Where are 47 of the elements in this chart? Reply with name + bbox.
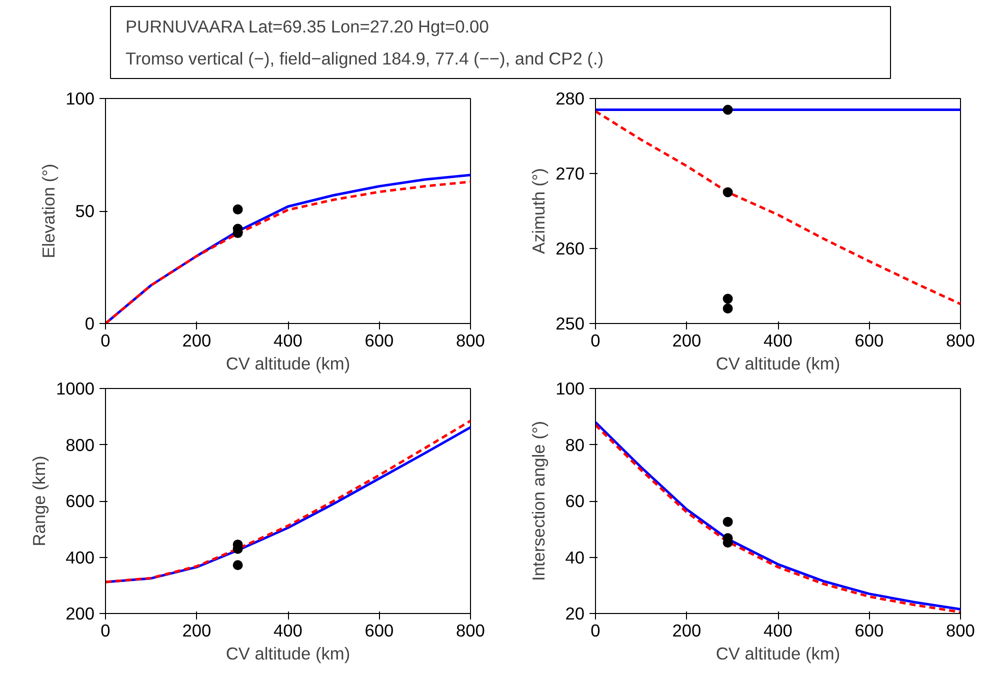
y-tick-label: 40 — [565, 547, 585, 568]
x-tick-label: 200 — [182, 330, 212, 350]
x-tick-label: 600 — [854, 330, 884, 350]
y-axis-title: Range (km) — [28, 456, 49, 546]
x-tick-label: 400 — [764, 620, 792, 640]
y-tick-label: 1000 — [56, 378, 95, 398]
x-tick-label: 800 — [456, 620, 485, 640]
x-tick-label: 800 — [456, 330, 485, 350]
x-tick-label: 200 — [672, 620, 702, 640]
x-tick-label: 0 — [590, 620, 600, 640]
y-tick-label: 400 — [66, 547, 95, 568]
x-tick-label: 600 — [854, 620, 884, 640]
y-tick-label: 800 — [66, 434, 95, 455]
y-tick-label: 280 — [556, 88, 585, 108]
x-tick-label: 0 — [590, 330, 600, 350]
y-tick-label: 270 — [556, 164, 585, 184]
x-tick-label: 800 — [946, 330, 975, 350]
y-axis-title: Azimuth (°) — [528, 168, 549, 254]
x-tick-label: 600 — [364, 620, 394, 640]
chart-subtitle: Tromso vertical (−), field−aligned 184.9, 77.4 (−−), and CP2 (.) — [126, 48, 604, 68]
y-tick-label: 20 — [565, 604, 585, 624]
x-tick-label: 0 — [100, 330, 110, 350]
x-axis-title: CV altitude (km) — [226, 644, 350, 664]
x-axis-title: CV altitude (km) — [716, 644, 840, 664]
x-tick-label: 600 — [364, 330, 394, 350]
x-tick-label: 0 — [100, 620, 110, 640]
y-tick-label: 260 — [556, 238, 585, 258]
y-axis-title: Elevation (°) — [38, 164, 59, 258]
y-tick-label: 100 — [556, 378, 585, 398]
y-tick-label: 60 — [565, 491, 585, 511]
chart-title: PURNUVAARA Lat=69.35 Lon=27.20 Hgt=0.00 — [126, 16, 489, 36]
y-tick-label: 600 — [66, 491, 95, 511]
x-tick-label: 800 — [946, 620, 975, 640]
y-tick-label: 80 — [565, 434, 585, 455]
x-tick-label: 400 — [274, 330, 302, 350]
x-axis-title: CV altitude (km) — [226, 354, 350, 374]
y-axis-title: Intersection angle (°) — [528, 420, 549, 582]
x-tick-label: 200 — [672, 330, 702, 350]
x-tick-label: 400 — [764, 330, 792, 350]
y-tick-label: 0 — [84, 314, 95, 334]
x-tick-label: 400 — [274, 620, 302, 640]
x-tick-label: 200 — [182, 620, 212, 640]
y-tick-label: 100 — [66, 88, 95, 108]
x-axis-title: CV altitude (km) — [716, 354, 840, 374]
y-tick-label: 200 — [66, 604, 95, 624]
y-tick-label: 50 — [75, 201, 95, 221]
y-tick-label: 250 — [556, 314, 585, 334]
